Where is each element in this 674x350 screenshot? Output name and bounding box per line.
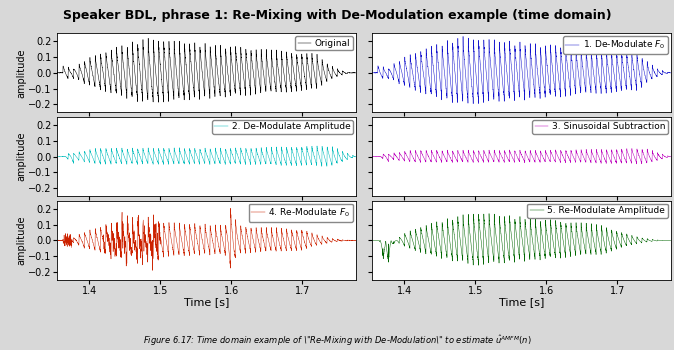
X-axis label: Time [s]: Time [s] xyxy=(499,297,544,307)
Legend: 5. Re-Modulate Amplitude: 5. Re-Modulate Amplitude xyxy=(528,204,668,218)
Legend: 4. Re-Modulate $F_0$: 4. Re-Modulate $F_0$ xyxy=(249,204,353,222)
Y-axis label: amplitude: amplitude xyxy=(17,132,27,181)
Legend: 1. De-Modulate $F_0$: 1. De-Modulate $F_0$ xyxy=(563,36,668,54)
Y-axis label: amplitude: amplitude xyxy=(17,48,27,98)
Text: Speaker BDL, phrase 1: Re-Mixing with De-Modulation example (time domain): Speaker BDL, phrase 1: Re-Mixing with De… xyxy=(63,9,611,22)
Y-axis label: amplitude: amplitude xyxy=(17,216,27,265)
X-axis label: Time [s]: Time [s] xyxy=(184,297,229,307)
Legend: 2. De-Modulate Amplitude: 2. De-Modulate Amplitude xyxy=(212,120,353,134)
Legend: 3. Sinusoidal Subtraction: 3. Sinusoidal Subtraction xyxy=(532,120,668,134)
Text: Figure 6.17: Time domain example of \"Re-Mixing with De-Modulation\" to estimate: Figure 6.17: Time domain example of \"Re… xyxy=(143,334,531,348)
Legend: Original: Original xyxy=(295,36,353,50)
